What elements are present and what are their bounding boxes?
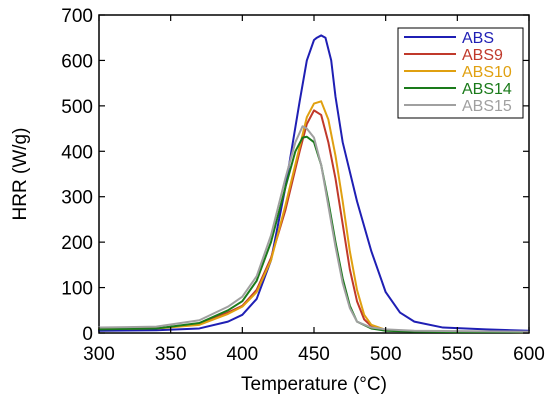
legend-label-abs15: ABS15 <box>462 98 512 115</box>
x-axis-label: Temperature (°C) <box>241 374 387 395</box>
legend-label-abs10: ABS10 <box>462 64 512 81</box>
series-line-abs15 <box>98 125 530 333</box>
y-tick-label: 500 <box>61 97 93 118</box>
series-line-abs14 <box>98 135 530 334</box>
y-tick-label: 700 <box>61 6 93 27</box>
x-tick-label: 550 <box>441 344 473 365</box>
x-tick-label: 600 <box>513 344 545 365</box>
x-tick-label: 500 <box>370 344 402 365</box>
x-tick-label: 450 <box>298 344 330 365</box>
tick-layer: 300 350 400 450 500 550 600 0 100 200 300 400 500 600… <box>61 6 545 365</box>
x-tick-label: 300 <box>83 344 115 365</box>
y-tick-label: 300 <box>61 188 93 209</box>
plot-area: 300 350 400 450 500 550 600 0 100 200 300 400 500 600… <box>61 6 545 365</box>
legend-box <box>397 27 524 119</box>
y-axis-label: HRR (W/g) <box>10 128 31 221</box>
y-tick-label: 0 <box>82 324 93 345</box>
legend-label-abs: ABS <box>462 30 494 47</box>
y-tick-label: 600 <box>61 51 93 72</box>
series-layer <box>98 34 530 334</box>
x-tick-label: 400 <box>226 344 258 365</box>
y-tick-label: 200 <box>61 233 93 254</box>
legend-label-abs14: ABS14 <box>462 81 512 98</box>
y-tick-label: 100 <box>61 279 93 300</box>
y-tick-label: 400 <box>61 142 93 163</box>
legend-label-abs9: ABS9 <box>462 47 503 64</box>
x-tick-label: 350 <box>155 344 187 365</box>
series-line-abs10 <box>98 100 530 334</box>
series-line-abs <box>98 34 530 332</box>
